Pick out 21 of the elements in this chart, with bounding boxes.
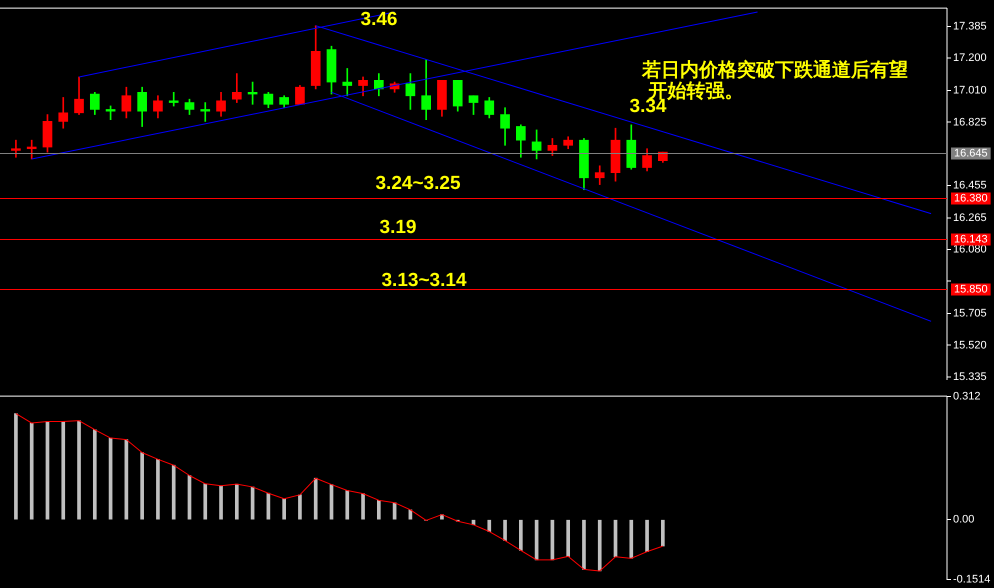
y-tick-label: 16.455 [953, 179, 987, 192]
y-tick-label: 17.200 [953, 52, 987, 64]
annotation: 若日内价格突破下跌通道后有望 [641, 59, 908, 82]
y-tick-label: -0.1514 [953, 573, 990, 586]
ref-line-label: 16.645 [954, 148, 988, 160]
ref-line-label: 16.143 [954, 234, 988, 246]
y-tick-label: 17.385 [953, 20, 987, 33]
y-tick-label: 0.00 [953, 514, 974, 526]
y-tick-label: 0.312 [953, 390, 981, 403]
ref-line-label: 15.850 [954, 284, 988, 296]
annotation: 3.46 [360, 9, 398, 30]
annotation: 3.19 [380, 217, 416, 238]
y-tick-label: 15.705 [953, 308, 987, 320]
y-tick-label: 17.010 [953, 84, 987, 97]
y-tick-label: 15.335 [953, 370, 987, 383]
ref-line-label: 16.380 [954, 192, 988, 205]
annotation: 3.13~3.14 [381, 270, 467, 292]
y-tick-label: 15.520 [953, 339, 987, 352]
y-tick-label: 16.265 [953, 212, 987, 224]
y-tick-label: 16.825 [953, 116, 987, 128]
annotation: 3.24~3.25 [375, 173, 461, 194]
